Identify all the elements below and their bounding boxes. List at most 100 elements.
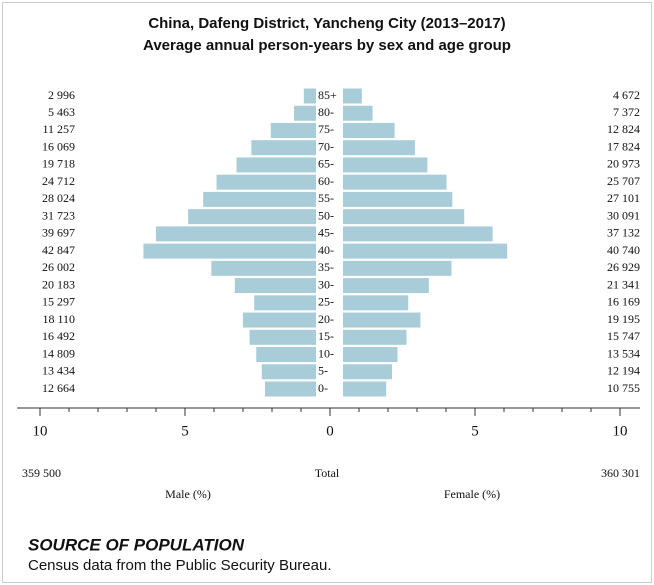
count-label: 12 194 [607, 364, 640, 378]
bar [343, 226, 493, 242]
legend-label: Male (%) [165, 487, 211, 501]
age-label: 85+ [318, 88, 337, 102]
x-tick-label: 5 [181, 423, 189, 439]
count-label: 19 195 [607, 312, 640, 326]
bar [343, 174, 447, 190]
bar [343, 122, 395, 138]
age-label: 15- [318, 329, 334, 343]
count-label: 26 002 [42, 260, 75, 274]
count-label: 12 824 [607, 122, 640, 136]
bar [236, 157, 316, 173]
total-value: 360 301 [601, 466, 640, 480]
bar [143, 243, 316, 259]
count-label: 42 847 [42, 243, 75, 257]
bar [256, 347, 316, 363]
total-label: Total [315, 466, 340, 480]
count-label: 20 973 [607, 157, 640, 171]
age-label: 65- [318, 157, 334, 171]
source-text: Census data from the Public Security Bur… [28, 557, 332, 574]
bar [242, 312, 316, 328]
count-label: 21 341 [607, 277, 640, 291]
bar [343, 278, 429, 294]
bar [254, 295, 316, 311]
count-label: 25 707 [607, 174, 640, 188]
count-label: 13 434 [42, 364, 75, 378]
age-label: 45- [318, 226, 334, 240]
count-label: 17 824 [607, 139, 640, 153]
x-tick-label: 5 [471, 423, 479, 439]
age-label: 50- [318, 208, 334, 222]
count-label: 5 463 [48, 105, 75, 119]
count-label: 4 672 [613, 88, 640, 102]
age-label: 0- [318, 381, 328, 395]
age-label: 55- [318, 191, 334, 205]
x-tick-label: 0 [326, 423, 334, 439]
bar [343, 88, 362, 104]
count-label: 16 492 [42, 329, 75, 343]
bar [261, 364, 316, 380]
count-label: 40 740 [607, 243, 640, 257]
bar [234, 278, 316, 294]
age-label: 35- [318, 260, 334, 274]
count-label: 15 747 [607, 329, 640, 343]
bar [293, 105, 316, 121]
bar [343, 209, 465, 225]
bar [343, 243, 508, 259]
count-label: 27 101 [607, 191, 640, 205]
bar [155, 226, 316, 242]
bar [270, 122, 316, 138]
bar [343, 312, 421, 328]
count-label: 19 718 [42, 157, 75, 171]
bar [343, 105, 373, 121]
age-label: 20- [318, 312, 334, 326]
count-label: 37 132 [607, 226, 640, 240]
count-label: 24 712 [42, 174, 75, 188]
age-label: 60- [318, 174, 334, 188]
total-value: 359 500 [22, 466, 61, 480]
bar [203, 191, 316, 207]
bar [249, 329, 316, 345]
count-label: 11 257 [42, 122, 75, 136]
bar [343, 364, 393, 380]
age-label: 10- [318, 346, 334, 360]
age-label: 70- [318, 139, 334, 153]
count-label: 7 372 [613, 105, 640, 119]
bar [343, 191, 453, 207]
bar [343, 329, 407, 345]
count-label: 20 183 [42, 277, 75, 291]
count-label: 30 091 [607, 208, 640, 222]
count-label: 28 024 [42, 191, 75, 205]
age-label: 25- [318, 295, 334, 309]
age-label: 80- [318, 105, 334, 119]
count-label: 10 755 [607, 381, 640, 395]
bar [211, 260, 316, 276]
count-label: 15 297 [42, 295, 75, 309]
bar [251, 140, 316, 156]
bar [343, 295, 409, 311]
chart-title: China, Dafeng District, Yancheng City (2… [148, 15, 505, 32]
x-tick-label: 10 [613, 423, 628, 439]
bar [216, 174, 316, 190]
age-label: 30- [318, 277, 334, 291]
bar [188, 209, 316, 225]
count-label: 16 069 [42, 139, 75, 153]
count-label: 2 996 [48, 88, 75, 102]
count-label: 31 723 [42, 208, 75, 222]
bar [264, 381, 316, 397]
count-label: 13 534 [607, 346, 640, 360]
count-label: 12 664 [42, 381, 75, 395]
x-tick-label: 10 [33, 423, 48, 439]
bar [303, 88, 316, 104]
bar [343, 140, 415, 156]
chart-subtitle: Average annual person-years by sex and a… [143, 37, 511, 54]
count-label: 16 169 [607, 295, 640, 309]
source-title: SOURCE OF POPULATION [28, 535, 245, 554]
age-label: 75- [318, 122, 334, 136]
count-label: 14 809 [42, 346, 75, 360]
age-label: 5- [318, 364, 328, 378]
bar [343, 157, 428, 173]
count-label: 39 697 [42, 226, 75, 240]
count-label: 26 929 [607, 260, 640, 274]
